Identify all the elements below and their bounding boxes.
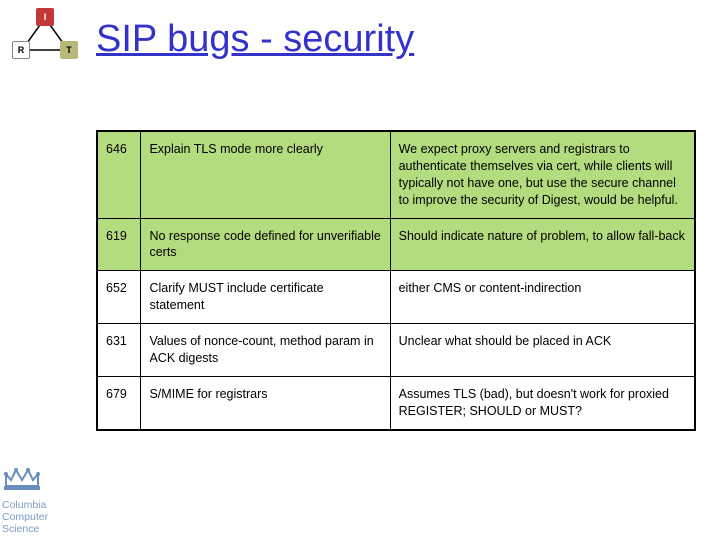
bug-id: 619 [97, 218, 141, 271]
bug-note: Unclear what should be placed in ACK [390, 324, 695, 377]
bug-note: Should indicate nature of problem, to al… [390, 218, 695, 271]
triangle-node-i-label: I [44, 12, 47, 22]
slide-title: SIP bugs - security [96, 18, 414, 61]
bug-summary: S/MIME for registrars [141, 376, 390, 429]
footer-line-3: Science [2, 523, 78, 535]
table-row: 646Explain TLS mode more clearlyWe expec… [97, 131, 695, 218]
triangle-node-r-label: R [18, 45, 25, 55]
triangle-node-t-label: T [66, 45, 72, 55]
table-row: 652Clarify MUST include certificate stat… [97, 271, 695, 324]
bug-summary: No response code defined for unverifiabl… [141, 218, 390, 271]
bug-note: either CMS or content-indirection [390, 271, 695, 324]
bug-table: 646Explain TLS mode more clearlyWe expec… [96, 130, 696, 431]
triangle-logo: I R T [10, 6, 80, 66]
footer-text: Columbia Computer Science [2, 499, 78, 535]
footer-line-2: Computer [2, 511, 78, 523]
table-row: 631Values of nonce-count, method param i… [97, 324, 695, 377]
bug-summary: Clarify MUST include certificate stateme… [141, 271, 390, 324]
footer-line-1: Columbia [2, 499, 78, 511]
bug-summary: Values of nonce-count, method param in A… [141, 324, 390, 377]
bug-note: We expect proxy servers and registrars t… [390, 131, 695, 218]
triangle-node-i: I [36, 8, 54, 26]
triangle-node-r: R [12, 41, 30, 59]
footer-logo: Columbia Computer Science [0, 462, 78, 540]
bug-id: 631 [97, 324, 141, 377]
bug-note: Assumes TLS (bad), but doesn't work for … [390, 376, 695, 429]
bug-id: 679 [97, 376, 141, 429]
bug-summary: Explain TLS mode more clearly [141, 131, 390, 218]
table-row: 619No response code defined for unverifi… [97, 218, 695, 271]
table-row: 679S/MIME for registrarsAssumes TLS (bad… [97, 376, 695, 429]
slide: I R T SIP bugs - security 646Explain TLS… [0, 0, 720, 540]
triangle-node-t: T [60, 41, 78, 59]
bug-id: 652 [97, 271, 141, 324]
crown-icon [2, 462, 42, 492]
bug-id: 646 [97, 131, 141, 218]
